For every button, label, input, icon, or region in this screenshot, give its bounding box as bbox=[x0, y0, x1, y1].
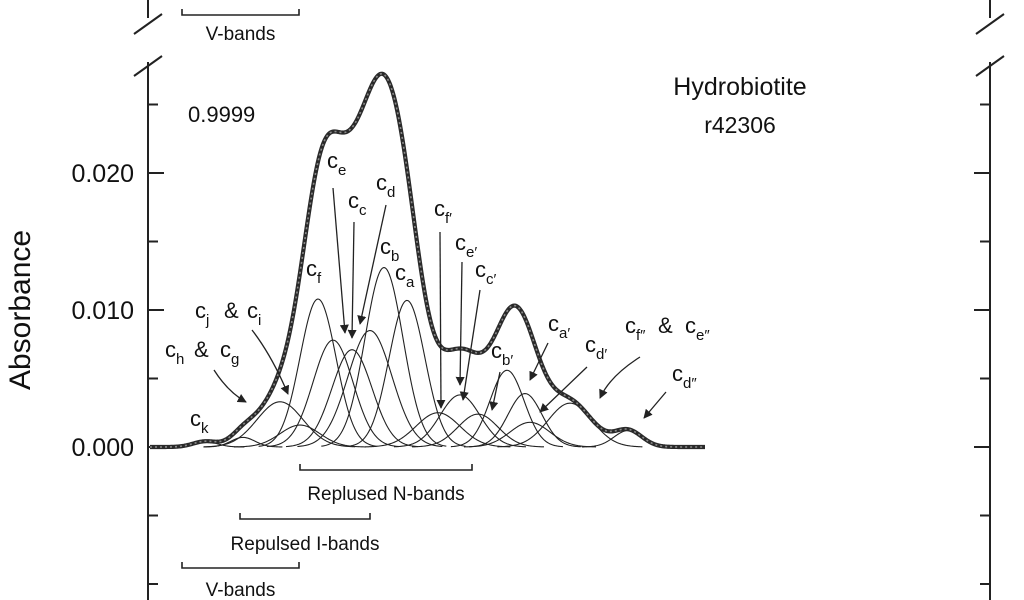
peak-arrow bbox=[213, 369, 247, 403]
peak-arrow bbox=[459, 289, 481, 401]
peak-label: cf bbox=[306, 256, 322, 287]
peak-arrow bbox=[643, 391, 667, 419]
peak-label: cd″ bbox=[672, 361, 697, 392]
fit-value: 0.9999 bbox=[188, 102, 255, 127]
sample-id: r42306 bbox=[704, 112, 776, 138]
band-bracket bbox=[181, 9, 300, 16]
peak-label: cf″ bbox=[625, 313, 646, 344]
band-bracket bbox=[181, 562, 300, 569]
peak-arrow bbox=[436, 231, 446, 409]
peak-label: cd′ bbox=[585, 332, 607, 363]
peak-label: ca′ bbox=[548, 311, 570, 342]
y-tick-label: 0.000 bbox=[71, 434, 134, 462]
peak-label: cc′ bbox=[475, 257, 497, 288]
peak-arrow bbox=[251, 329, 290, 395]
component-curve bbox=[258, 298, 377, 447]
peak-label: ch bbox=[165, 337, 184, 368]
peak-label: cf′ bbox=[434, 196, 452, 227]
component-curve bbox=[450, 369, 563, 448]
peak-arrow bbox=[599, 356, 641, 399]
sample-name: Hydrobiotite bbox=[673, 73, 806, 101]
band-label: V-bands bbox=[206, 24, 276, 45]
peak-label: ce″ bbox=[685, 313, 710, 344]
peak-label: ce bbox=[327, 148, 346, 179]
component-curve bbox=[204, 401, 356, 448]
band-label: Replused N-bands bbox=[307, 484, 464, 505]
peak-arrow bbox=[455, 261, 465, 386]
peak-label: cb bbox=[380, 234, 399, 265]
peak-label-ampersand: & bbox=[194, 337, 209, 362]
data-points-dotted bbox=[150, 72, 705, 448]
component-curve bbox=[266, 339, 400, 448]
component-curve bbox=[468, 393, 581, 448]
peak-arrow bbox=[529, 342, 549, 381]
peak-label: ck bbox=[190, 406, 209, 437]
peak-label: cc bbox=[348, 188, 367, 219]
peak-label-ampersand: & bbox=[658, 313, 673, 338]
component-curve bbox=[347, 299, 466, 447]
component-curve bbox=[297, 330, 443, 448]
peak-label: cg bbox=[220, 337, 239, 368]
band-bracket bbox=[299, 464, 473, 471]
peak-label: cj bbox=[195, 298, 209, 329]
component-curve bbox=[285, 349, 419, 448]
band-label: V-bands bbox=[206, 580, 276, 600]
peak-arrow bbox=[539, 366, 588, 413]
axes: 0.020 0.010 0.000 bbox=[71, 0, 1005, 600]
peak-arrow bbox=[489, 371, 501, 411]
left-axis-break-lower bbox=[133, 55, 163, 77]
y-tick-label: 0.010 bbox=[71, 297, 134, 325]
peak-label: ca bbox=[395, 260, 415, 291]
component-curve bbox=[463, 421, 597, 448]
right-axis-break-lower bbox=[975, 55, 1005, 77]
left-axis-break-upper bbox=[133, 13, 163, 35]
component-curve bbox=[365, 412, 511, 448]
envelope-curve bbox=[150, 71, 705, 450]
peak-label: ci bbox=[247, 298, 261, 329]
band-bracket bbox=[239, 513, 371, 520]
peak-label: cd bbox=[376, 170, 395, 201]
component-curve bbox=[497, 402, 643, 448]
peak-arrow bbox=[357, 204, 387, 325]
component-curve bbox=[233, 424, 367, 448]
band-labels: V-bands Replused N-bands Repulsed I-bands V… bbox=[181, 9, 473, 600]
envelope-line bbox=[150, 71, 705, 450]
peak-arrow bbox=[332, 187, 349, 334]
peak-label: ce′ bbox=[455, 230, 477, 261]
band-label: Repulsed I-bands bbox=[231, 534, 380, 555]
peak-arrows bbox=[213, 187, 667, 419]
right-axis-break-upper bbox=[975, 13, 1005, 35]
y-tick-label: 0.020 bbox=[71, 160, 134, 188]
y-axis-title: Absorbance bbox=[4, 230, 37, 390]
component-curve bbox=[411, 413, 545, 448]
peak-label-ampersand: & bbox=[224, 298, 239, 323]
peak-label: cb′ bbox=[491, 338, 513, 369]
component-curve bbox=[393, 394, 527, 448]
component-curve bbox=[321, 266, 447, 447]
peak-arrow bbox=[347, 221, 357, 339]
